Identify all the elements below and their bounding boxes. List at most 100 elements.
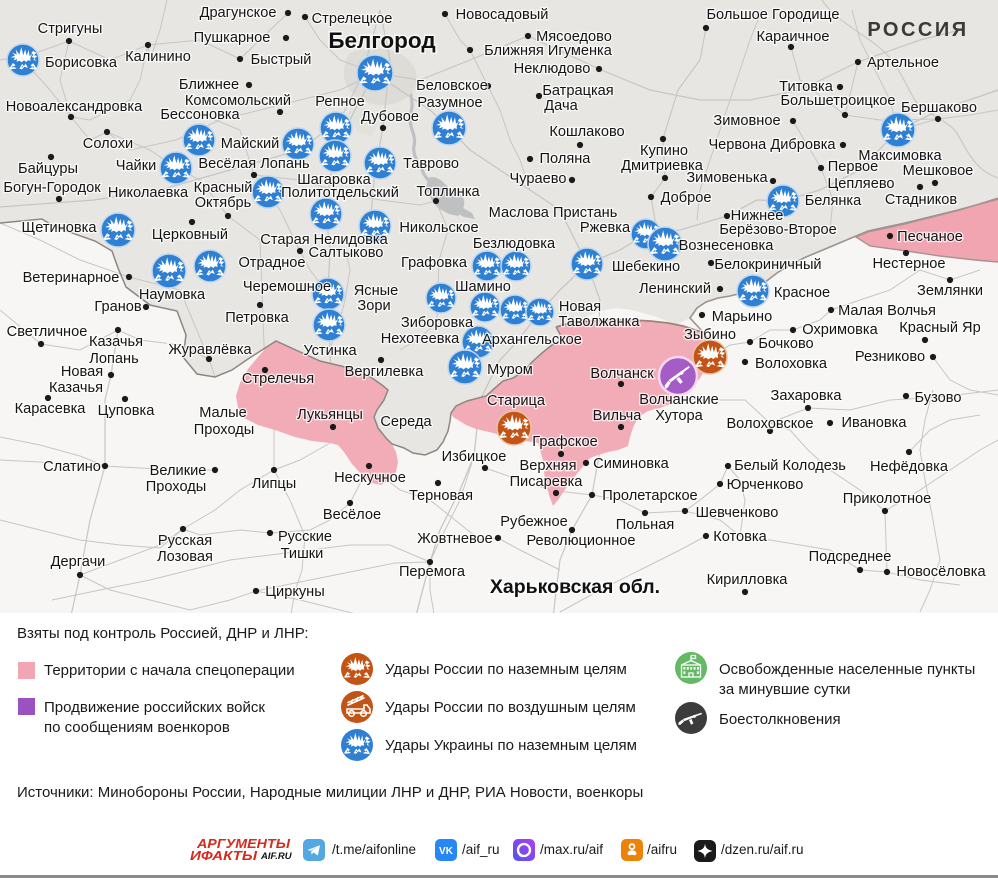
svg-text:VK: VK [439, 846, 454, 857]
svg-text:Циркуны: Циркуны [265, 584, 324, 600]
svg-text:Безлюдовка: Безлюдовка [473, 236, 556, 252]
svg-text:Новоалександровка: Новоалександровка [6, 99, 143, 115]
svg-text:Нефёдовка: Нефёдовка [870, 459, 949, 475]
svg-text:Великие: Великие [150, 463, 207, 479]
svg-text:Продвижение российских войск: Продвижение российских войск [44, 699, 265, 716]
svg-text:Новая: Новая [61, 364, 103, 380]
svg-text:Шагаровка: Шагаровка [297, 172, 371, 188]
svg-text:Червона Дибровка: Червона Дибровка [708, 137, 836, 153]
svg-text:Боестолкновения: Боестолкновения [719, 711, 841, 728]
svg-text:Охримовка: Охримовка [802, 322, 878, 338]
svg-text:Вильча: Вильча [593, 408, 643, 424]
svg-text:Казачья: Казачья [49, 380, 103, 396]
svg-text:Революционное: Революционное [526, 533, 635, 549]
svg-text:Вознесеновка: Вознесеновка [679, 238, 775, 254]
svg-text:Борисовка: Борисовка [45, 55, 118, 71]
svg-text:Зимовенька: Зимовенька [686, 170, 768, 186]
svg-text:Новая: Новая [559, 299, 601, 315]
svg-text:за минувшие сутки: за минувшие сутки [719, 681, 851, 698]
svg-text:Территории с начала спецоперац: Территории с начала спецоперации [44, 662, 295, 679]
svg-text:Караичное: Караичное [757, 29, 830, 45]
svg-text:Щетиновка: Щетиновка [22, 220, 98, 236]
svg-text:Шевченково: Шевченково [696, 505, 779, 521]
svg-text:Симиновка: Симиновка [593, 456, 670, 472]
svg-text:Терновая: Терновая [409, 488, 473, 504]
svg-text:Цуповка: Цуповка [98, 403, 156, 419]
svg-text:Песчаное: Песчаное [897, 229, 963, 245]
svg-text:Бочково: Бочково [758, 336, 813, 352]
svg-text:Малая Волчья: Малая Волчья [838, 303, 936, 319]
svg-text:/max.ru/aif: /max.ru/aif [540, 842, 603, 857]
svg-text:Кирилловка: Кирилловка [707, 572, 789, 588]
svg-text:Тишки: Тишки [281, 546, 324, 562]
svg-text:Николаевка: Николаевка [108, 185, 189, 201]
svg-text:/aif_ru: /aif_ru [462, 842, 500, 857]
svg-text:Мясоедово: Мясоедово [536, 29, 612, 45]
svg-text:Красный Яр: Красный Яр [899, 320, 980, 336]
svg-text:Отрадное: Отрадное [238, 255, 305, 271]
svg-text:Никольское: Никольское [399, 220, 478, 236]
svg-text:Батрацкая: Батрацкая [542, 83, 613, 99]
svg-text:Беловское: Беловское [416, 78, 488, 94]
svg-text:Харьковская обл.: Харьковская обл. [490, 576, 660, 598]
svg-text:Церковный: Церковный [152, 227, 228, 243]
svg-text:Комсомольский: Комсомольский [185, 93, 291, 109]
svg-text:Байцуры: Байцуры [18, 161, 78, 177]
svg-text:Приколотное: Приколотное [843, 491, 932, 507]
svg-text:Купино: Купино [640, 143, 688, 159]
svg-text:Шебекино: Шебекино [612, 259, 680, 275]
svg-text:Писаревка: Писаревка [510, 474, 584, 490]
svg-text:Стригуны: Стригуны [38, 21, 103, 37]
svg-text:Старица: Старица [487, 393, 546, 409]
svg-text:Проходы: Проходы [194, 422, 255, 438]
svg-text:Волоховское: Волоховское [726, 416, 813, 432]
svg-text:Таврово: Таврово [403, 156, 459, 172]
svg-text:Котовка: Котовка [713, 529, 767, 545]
svg-text:Калинино: Калинино [125, 49, 191, 65]
svg-text:Большетроицкое: Большетроицкое [780, 93, 895, 109]
svg-text:Стрелецкое: Стрелецкое [312, 11, 393, 27]
svg-text:Неклюдово: Неклюдово [514, 61, 591, 77]
svg-text:Ветеринарное: Ветеринарное [23, 270, 120, 286]
svg-text:Наумовка: Наумовка [139, 287, 206, 303]
svg-text:/dzen.ru/aif.ru: /dzen.ru/aif.ru [721, 842, 804, 857]
svg-text:Гранов: Гранов [94, 299, 141, 315]
svg-text:Маслова Пристань: Маслова Пристань [489, 205, 618, 221]
svg-text:Солохи: Солохи [83, 136, 133, 152]
svg-text:Дубовое: Дубовое [361, 109, 419, 125]
svg-text:Светличное: Светличное [7, 324, 88, 340]
svg-text:Новосадовый: Новосадовый [456, 7, 549, 23]
svg-text:Взяты под контроль Россией, ДН: Взяты под контроль Россией, ДНР и ЛНР: [17, 625, 309, 642]
svg-text:Зори: Зори [357, 298, 390, 314]
svg-text:Источники: Минобороны России,: Источники: Минобороны России, Народные м… [17, 784, 643, 801]
svg-text:Черемошное: Черемошное [243, 279, 331, 295]
svg-text:Слатино: Слатино [43, 459, 101, 475]
svg-text:Стадников: Стадников [885, 192, 958, 208]
svg-text:Чайки: Чайки [116, 158, 157, 174]
svg-text:Жовтневое: Жовтневое [417, 531, 493, 547]
svg-text:Лозовая: Лозовая [157, 549, 213, 565]
svg-text:Графское: Графское [532, 434, 597, 450]
svg-text:Удары России по воздушным целя: Удары России по воздушным целям [385, 699, 636, 716]
svg-text:Бершаково: Бершаково [901, 100, 977, 116]
svg-text:Максимовка: Максимовка [858, 148, 942, 164]
svg-text:Белгород: Белгород [328, 28, 435, 53]
svg-text:Весёлое: Весёлое [323, 507, 381, 523]
svg-text:Старая Нелидовка: Старая Нелидовка [260, 232, 388, 248]
svg-text:Юрченково: Юрченково [727, 477, 804, 493]
svg-text:Артельное: Артельное [867, 55, 939, 71]
svg-text:Пушкарное: Пушкарное [194, 30, 271, 46]
svg-text:Берёзово-Второе: Берёзово-Второе [719, 222, 836, 238]
svg-text:Перемога: Перемога [399, 564, 466, 580]
svg-text:Топлинка: Топлинка [416, 184, 480, 200]
svg-text:Новосёловка: Новосёловка [896, 564, 986, 580]
svg-text:Кошлаково: Кошлаково [549, 124, 624, 140]
svg-text:Салтыково: Салтыково [309, 245, 384, 261]
svg-text:Ржевка: Ржевка [580, 220, 631, 236]
svg-text:Избицкое: Избицкое [442, 449, 507, 465]
svg-text:Петровка: Петровка [225, 310, 289, 326]
svg-text:/aifru: /aifru [647, 842, 677, 857]
svg-text:Муром: Муром [487, 362, 533, 378]
svg-text:Зыбино: Зыбино [684, 327, 736, 343]
svg-text:Первое: Первое [828, 159, 879, 175]
